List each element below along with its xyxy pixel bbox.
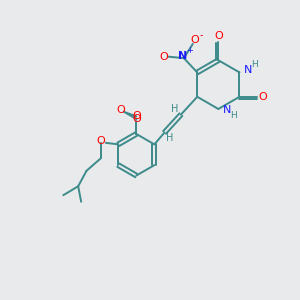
Text: O: O <box>132 114 141 124</box>
Text: H: H <box>171 104 178 114</box>
Text: O: O <box>214 32 223 41</box>
Text: O: O <box>191 35 200 45</box>
Text: N: N <box>178 51 188 61</box>
Text: +: + <box>186 46 193 55</box>
Text: O: O <box>96 136 105 146</box>
Text: O: O <box>159 52 168 62</box>
Text: H: H <box>230 111 237 120</box>
Text: O: O <box>132 111 141 122</box>
Text: O: O <box>259 92 268 102</box>
Text: H: H <box>251 61 258 70</box>
Text: H: H <box>166 133 174 143</box>
Text: O: O <box>116 105 125 115</box>
Text: N: N <box>223 106 231 116</box>
Text: N: N <box>244 65 252 75</box>
Text: -: - <box>200 31 203 40</box>
